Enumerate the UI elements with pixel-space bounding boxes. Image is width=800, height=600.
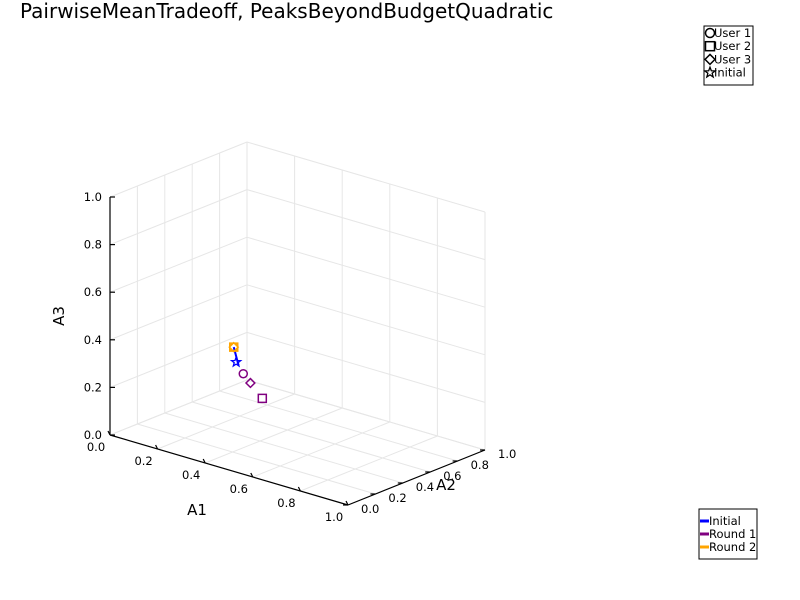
legend-marker-circle — [704, 27, 716, 39]
x-tick-label: 0.8 — [277, 496, 295, 510]
y-tick-label: 0.8 — [471, 458, 489, 472]
legend-marker-square — [704, 40, 716, 52]
grid-line — [246, 236, 486, 308]
y-tick-label: 0.4 — [416, 480, 434, 494]
y-tick-label: 0.6 — [443, 469, 461, 483]
data-point-square — [257, 393, 268, 404]
legend-label: Round 1 — [709, 527, 756, 541]
grid-line — [205, 407, 343, 464]
y-axis-label: A2 — [436, 476, 456, 494]
grid-line — [252, 421, 390, 478]
x-tick-label: 0.6 — [230, 482, 248, 496]
legend-marker-star — [703, 65, 717, 79]
z-tick-label: 0.6 — [84, 285, 102, 299]
grid-line — [109, 141, 248, 198]
z-tick-label: 1.0 — [84, 190, 102, 204]
grid-line — [164, 412, 403, 484]
axes — [107, 196, 486, 506]
x-tick — [155, 444, 159, 450]
x-tick-label: 0.4 — [182, 468, 200, 482]
tick-labels: 0.00.00.00.20.20.20.40.40.40.60.60.60.80… — [84, 190, 517, 524]
grid-line — [246, 189, 486, 261]
z-axis-label: A3 — [50, 306, 68, 326]
data-marks — [228, 341, 268, 404]
x-tick-label: 0.0 — [87, 440, 105, 454]
data-point-diamond — [244, 377, 256, 389]
x-axis-label: A1 — [187, 501, 207, 519]
y-tick-label: 0.2 — [388, 491, 406, 505]
grid-line — [192, 401, 431, 473]
grid-line — [300, 435, 438, 492]
legend-label: User 2 — [714, 39, 751, 53]
grid-line — [109, 331, 248, 388]
legend-label: User 1 — [714, 26, 751, 40]
grid-line — [246, 379, 486, 451]
grid-line — [109, 379, 248, 436]
y-axis-line — [347, 449, 486, 506]
legend-label: Round 2 — [709, 540, 756, 554]
data-point-star — [229, 355, 243, 368]
z-tick-label: 0.2 — [84, 380, 102, 394]
x-tick — [107, 430, 111, 436]
x-axis-line — [109, 434, 349, 506]
z-tick-label: 0.0 — [84, 428, 102, 442]
grid-line — [219, 390, 458, 462]
grid-lines — [109, 141, 486, 506]
z-tick-label: 0.8 — [84, 238, 102, 252]
y-tick-label: 0.0 — [361, 502, 379, 516]
data-point-diamond — [228, 341, 240, 353]
x-tick — [202, 458, 206, 464]
grid-line — [137, 423, 376, 495]
legend-marker-diamond — [703, 53, 717, 66]
grid-line — [157, 393, 295, 450]
x-tick-label: 1.0 — [325, 510, 343, 524]
x-tick — [250, 472, 254, 478]
legend-label: Initial — [714, 66, 746, 80]
grid-line — [246, 141, 486, 213]
grid-line — [246, 331, 486, 403]
x-tick — [345, 500, 349, 506]
grid-line — [109, 284, 248, 341]
chart-title: PairwiseMeanTradeoff, PeaksBeyondBudgetQ… — [20, 0, 553, 23]
grid-line — [109, 236, 248, 293]
legend-label: User 3 — [714, 52, 751, 66]
x-tick — [297, 486, 301, 492]
x-tick-label: 0.2 — [134, 454, 152, 468]
grid-line — [246, 284, 486, 356]
legend-label: Initial — [709, 514, 741, 528]
z-tick-label: 0.4 — [84, 333, 102, 347]
y-tick-label: 1.0 — [498, 447, 516, 461]
data-point-circle — [238, 368, 249, 379]
grid-line — [109, 189, 248, 246]
